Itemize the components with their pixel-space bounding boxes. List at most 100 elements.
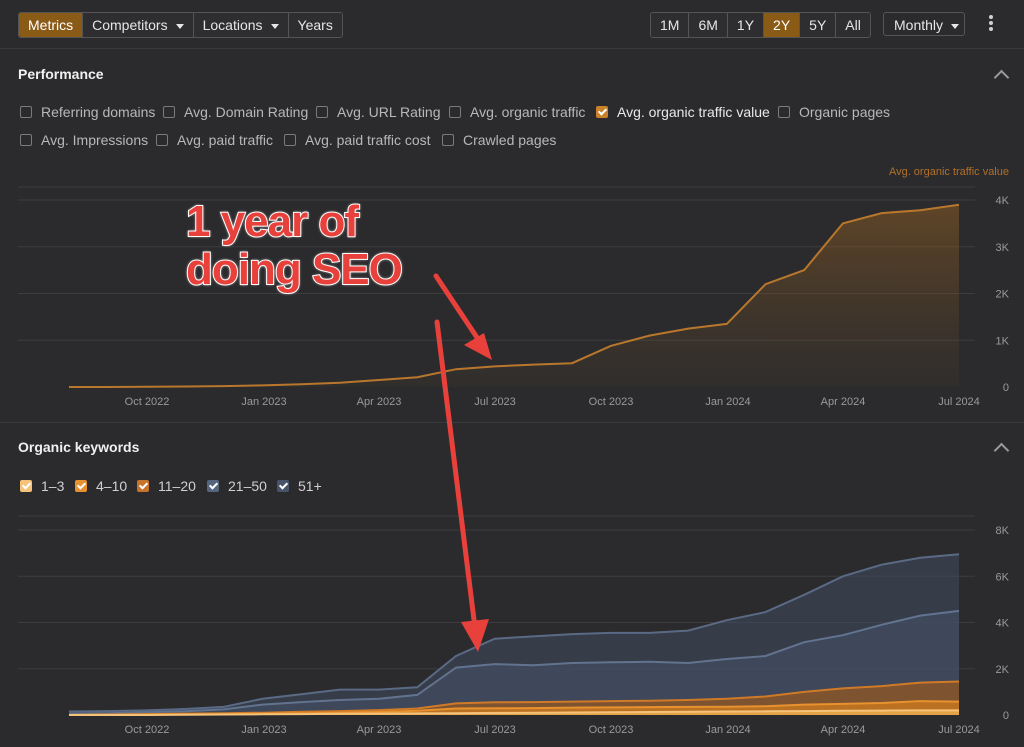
metric-crawled-pages[interactable]: Crawled pages	[442, 132, 556, 148]
x-tick-label: Oct 2022	[125, 724, 170, 736]
series-label: Avg. organic traffic value	[889, 166, 1009, 178]
range-1m[interactable]: 1M	[651, 13, 690, 37]
y-tick-label: 8K	[996, 525, 1010, 537]
range-2y[interactable]: 2Y	[764, 13, 801, 37]
x-tick-label: Jul 2023	[474, 724, 516, 736]
x-tick-label: Jul 2024	[938, 396, 980, 408]
x-tick-label: Jan 2024	[705, 724, 750, 736]
checkbox-icon	[284, 134, 296, 146]
x-tick-label: Jan 2024	[705, 396, 750, 408]
annotation-line-1: 1 year of	[185, 197, 360, 247]
tab-locations[interactable]: Locations	[193, 13, 289, 37]
tab-years[interactable]: Years	[288, 13, 342, 37]
keywords-chart: 0 2K 4K 6K 8K Oct 2022 Jan 2023 Apr 2023 Jul 202…	[18, 515, 1010, 736]
checkbox-icon	[137, 480, 149, 492]
range-all[interactable]: All	[836, 13, 870, 37]
legend-label: 4–10	[96, 478, 128, 494]
x-tick-label: Oct 2022	[125, 396, 170, 408]
checkbox-icon	[596, 106, 608, 118]
metric-avg-organic-traffic[interactable]: Avg. organic traffic	[449, 104, 585, 120]
checkbox-icon	[156, 134, 168, 146]
y-tick-label: 0	[1003, 710, 1009, 722]
metric-label: Referring domains	[41, 104, 156, 120]
x-tick-label: Apr 2023	[357, 724, 402, 736]
metric-label: Avg. paid traffic cost	[305, 132, 431, 148]
metric-label: Avg. Domain Rating	[184, 104, 309, 120]
tab-label: Years	[297, 17, 333, 33]
checkbox-icon	[20, 480, 32, 492]
range-tabs: 1M 6M 1Y 2Y 5Y All	[650, 12, 871, 38]
performance-title: Performance	[18, 66, 104, 82]
collapse-keywords-icon[interactable]	[993, 442, 1010, 459]
checkbox-icon	[442, 134, 454, 146]
x-tick-label: Jan 2023	[241, 724, 286, 736]
checkbox-icon	[207, 480, 219, 492]
tab-label: Metrics	[28, 17, 74, 33]
y-tick-label: 4K	[996, 195, 1010, 207]
tab-label: Locations	[202, 17, 263, 33]
metric-avg-organic-traffic-value[interactable]: Avg. organic traffic value	[596, 104, 770, 120]
metric-label: Avg. organic traffic	[470, 104, 586, 120]
annotation-text: 1 year of doing SEO	[185, 197, 404, 295]
x-tick-label: Jul 2023	[474, 396, 516, 408]
x-tick-label: Oct 2023	[589, 724, 634, 736]
tab-competitors[interactable]: Competitors	[83, 13, 194, 37]
annotation-line-2: doing SEO	[185, 245, 404, 295]
keywords-title: Organic keywords	[18, 439, 140, 455]
checkbox-icon	[163, 106, 175, 118]
series-line-51	[68, 553, 960, 713]
series-line-21-50	[68, 609, 960, 715]
metric-label: Crawled pages	[463, 132, 557, 148]
metric-label: Avg. paid traffic	[177, 132, 273, 148]
y-tick-label: 0	[1003, 382, 1009, 394]
tab-metrics[interactable]: Metrics	[19, 13, 84, 37]
range-5y[interactable]: 5Y	[800, 13, 837, 37]
performance-chart: Avg. organic traffic value 0 1K 2K 3K 4K Oct …	[18, 166, 1010, 408]
y-tick-label: 4K	[996, 618, 1010, 630]
interval-label: Monthly	[894, 17, 944, 33]
checkbox-icon	[20, 134, 32, 146]
checkbox-icon	[778, 106, 790, 118]
collapse-performance-icon[interactable]	[993, 69, 1010, 86]
metric-organic-pages[interactable]: Organic pages	[778, 104, 890, 120]
metric-referring-domains[interactable]: Referring domains	[20, 104, 155, 120]
metric-avg-domain-rating[interactable]: Avg. Domain Rating	[163, 104, 308, 120]
chevron-down-icon	[951, 23, 960, 29]
range-6m[interactable]: 6M	[689, 13, 728, 37]
legend-4-10[interactable]: 4–10	[75, 478, 127, 494]
x-tick-label: Jan 2023	[241, 396, 286, 408]
legend-51[interactable]: 51+	[277, 478, 322, 494]
metric-label: Avg. URL Rating	[337, 104, 441, 120]
section-divider	[0, 422, 1024, 423]
legend-1-3[interactable]: 1–3	[20, 478, 64, 494]
y-tick-label: 3K	[996, 242, 1010, 254]
metric-avg-paid-traffic-cost[interactable]: Avg. paid traffic cost	[284, 132, 431, 148]
legend-11-20[interactable]: 11–20	[137, 478, 196, 494]
traffic-value-area	[69, 204, 959, 387]
x-tick-label: Oct 2023	[589, 396, 634, 408]
metric-avg-paid-traffic[interactable]: Avg. paid traffic	[156, 132, 273, 148]
legend-21-50[interactable]: 21–50	[207, 478, 267, 494]
kebab-icon[interactable]	[985, 14, 997, 34]
x-tick-label: Jul 2024	[938, 724, 980, 736]
metric-avg-impressions[interactable]: Avg. Impressions	[20, 132, 148, 148]
top-toolbar: Metrics Competitors Locations Years 1M 6M 1Y 2…	[0, 0, 1024, 49]
y-tick-label: 2K	[996, 289, 1010, 301]
range-1y[interactable]: 1Y	[727, 13, 765, 37]
y-tick-label: 1K	[996, 335, 1010, 347]
view-tabs: Metrics Competitors Locations Years	[18, 12, 343, 38]
legend-label: 21–50	[228, 478, 267, 494]
x-tick-label: Apr 2023	[357, 396, 402, 408]
series-line-1-3	[69, 709, 959, 716]
chevron-down-icon	[175, 23, 184, 29]
interval-dropdown[interactable]: Monthly	[883, 12, 965, 36]
metric-avg-url-rating[interactable]: Avg. URL Rating	[316, 104, 441, 120]
legend-label: 11–20	[158, 478, 196, 494]
tab-label: Competitors	[92, 17, 168, 33]
x-tick-label: Apr 2024	[821, 396, 866, 408]
metric-label: Avg. organic traffic value	[617, 104, 770, 120]
checkbox-icon	[75, 480, 87, 492]
series-area-21-50	[69, 610, 959, 715]
chevron-down-icon	[270, 23, 279, 29]
x-tick-label: Apr 2024	[821, 724, 866, 736]
